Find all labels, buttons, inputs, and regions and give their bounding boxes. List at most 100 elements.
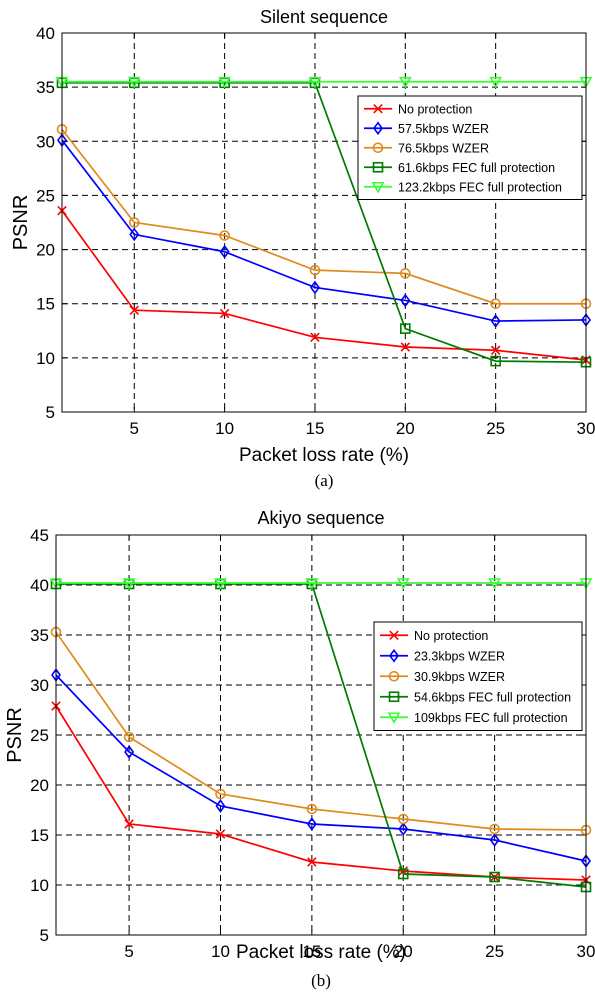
x-tick-label: 30 [577, 419, 595, 438]
data-point [214, 578, 227, 590]
data-point [488, 578, 501, 590]
legend-label: 76.5kbps WZER [398, 141, 489, 155]
data-point [307, 857, 317, 867]
legend-swatch-marker [373, 121, 383, 136]
x-tick-label: 20 [394, 942, 413, 961]
series-line [61, 139, 587, 322]
legend-swatch-marker [371, 181, 385, 194]
axes-frame [61, 32, 587, 413]
legend-label: 123.2kbps FEC full protection [398, 180, 562, 194]
legend-item: 123.2kbps FEC full protection [364, 180, 562, 194]
legend-label: 30.9kbps WZER [414, 670, 505, 684]
legend-swatch-marker [373, 103, 383, 114]
legend-label: 61.6kbps FEC full protection [398, 161, 555, 175]
data-point [490, 355, 501, 367]
chart-title: Silent sequence [260, 7, 388, 27]
series-line [62, 81, 587, 364]
series-5 [49, 578, 593, 590]
data-point [400, 293, 411, 308]
legend-swatch-marker [389, 630, 399, 641]
data-point [129, 227, 140, 242]
series-line [56, 583, 587, 888]
series-5 [55, 76, 593, 89]
legend-item: 57.5kbps WZER [364, 121, 489, 136]
legend-swatch-marker [372, 161, 384, 173]
series-line [61, 128, 586, 305]
data-point [219, 244, 230, 259]
x-axis-label: Packet loss rate (%) [239, 445, 409, 466]
data-point [122, 578, 136, 590]
data-point [308, 76, 322, 89]
legend-swatch-marker [372, 142, 384, 154]
y-tick-label: 45 [30, 526, 49, 545]
y-tick-label: 40 [36, 24, 55, 43]
y-tick-label: 30 [36, 132, 55, 151]
data-point [124, 819, 134, 829]
data-point [400, 268, 411, 279]
y-tick-label: 30 [30, 676, 49, 695]
y-tick-label: 20 [30, 776, 49, 795]
legend-item: 76.5kbps WZER [364, 141, 489, 155]
data-point [219, 308, 230, 319]
x-tick-label: 30 [577, 942, 595, 961]
data-point [306, 817, 317, 831]
figure-caption: (a) [315, 471, 334, 490]
x-tick-label: 5 [130, 419, 139, 438]
series-2 [57, 133, 591, 328]
series-line [55, 674, 587, 862]
legend-item: 23.3kbps WZER [380, 648, 505, 663]
legend-item: 54.6kbps FEC full protection [380, 690, 571, 704]
chart-2: 5 10 15 20 25 30 5 10 15 20 25 30 35 40 45 No protectio… [4, 508, 595, 990]
data-point [489, 823, 500, 835]
series-line [55, 631, 587, 831]
x-tick-label: 25 [485, 942, 504, 961]
data-point [397, 813, 409, 825]
chart-title: Akiyo sequence [257, 508, 384, 528]
plot-area [62, 33, 586, 412]
data-point [305, 578, 319, 590]
legend: No protection 23.3kbps WZER 30.9kbps WZER 5… [373, 621, 583, 731]
data-point [396, 578, 410, 590]
legend-label: 57.5kbps WZER [398, 122, 489, 136]
legend-label: No protection [414, 629, 488, 643]
data-point [124, 745, 135, 759]
legend-swatch-marker [388, 670, 400, 682]
legend-item: 30.9kbps WZER [380, 670, 505, 684]
y-tick-label: 40 [30, 576, 49, 595]
ticks: 5 10 15 20 25 30 5 10 15 20 25 30 35 40 [36, 24, 595, 438]
legend-box [357, 95, 583, 200]
x-tick-label: 15 [302, 942, 321, 961]
legend-item: 61.6kbps FEC full protection [364, 161, 555, 175]
data-point [490, 298, 501, 310]
x-tick-label: 10 [211, 942, 230, 961]
y-tick-label: 15 [30, 826, 49, 845]
legend-swatch-marker [387, 712, 401, 724]
data-point [489, 76, 503, 89]
data-point [489, 833, 500, 847]
x-tick-label: 10 [215, 419, 234, 438]
data-point [128, 217, 140, 228]
y-tick-label: 25 [30, 726, 49, 745]
ticks: 5 10 15 20 25 30 5 10 15 20 25 30 35 40 45 [30, 526, 595, 961]
data-point [218, 76, 231, 89]
data-point [400, 342, 411, 352]
legend-box [373, 621, 583, 731]
data-point [129, 305, 140, 315]
y-tick-label: 10 [30, 876, 49, 895]
data-point [490, 314, 501, 328]
data-point [398, 76, 412, 89]
y-axis-label: PSNR [10, 195, 32, 251]
legend-label: 54.6kbps FEC full protection [414, 690, 571, 704]
axes-frame [55, 534, 587, 936]
x-tick-label: 20 [396, 419, 415, 438]
legend-item: 109kbps FEC full protection [380, 711, 568, 725]
y-axis-label: PSNR [4, 707, 26, 763]
y-tick-label: 35 [30, 626, 49, 645]
data-point [489, 871, 500, 883]
legend: No protection 57.5kbps WZER 76.5kbps WZER 6… [357, 95, 583, 200]
legend-item: No protection [380, 629, 488, 643]
data-point [127, 76, 141, 89]
